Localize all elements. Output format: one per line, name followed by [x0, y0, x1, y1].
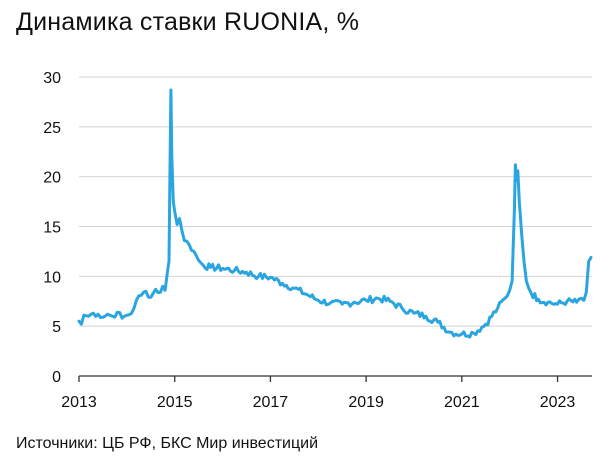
- tick-labels: 0 5 10 15 20 25 30 2013 2015 2017 2019 2021 2023: [43, 70, 575, 411]
- x-tick-label: 2019: [348, 394, 384, 411]
- y-tick-label: 5: [52, 319, 61, 336]
- y-tick-label: 20: [43, 170, 61, 187]
- y-tick-label: 30: [43, 70, 61, 87]
- y-tick-label: 25: [43, 120, 61, 137]
- axes: [78, 375, 592, 382]
- gridlines: [79, 76, 592, 327]
- x-tick-label: 2013: [61, 394, 97, 411]
- x-tick-label: 2017: [253, 394, 289, 411]
- y-tick-label: 0: [52, 369, 61, 386]
- y-tick-label: 10: [43, 269, 61, 286]
- series-layer: [77, 88, 593, 339]
- y-tick-label: 15: [43, 220, 61, 237]
- chart-title: Динамика ставки RUONIA, %: [16, 8, 360, 36]
- series-line-0: [77, 88, 593, 339]
- x-tick-label: 2015: [157, 394, 193, 411]
- x-tick-label: 2021: [444, 394, 480, 411]
- x-tick-label: 2023: [540, 394, 576, 411]
- source-note: Источники: ЦБ РФ, БКС Мир инвестиций: [16, 435, 319, 452]
